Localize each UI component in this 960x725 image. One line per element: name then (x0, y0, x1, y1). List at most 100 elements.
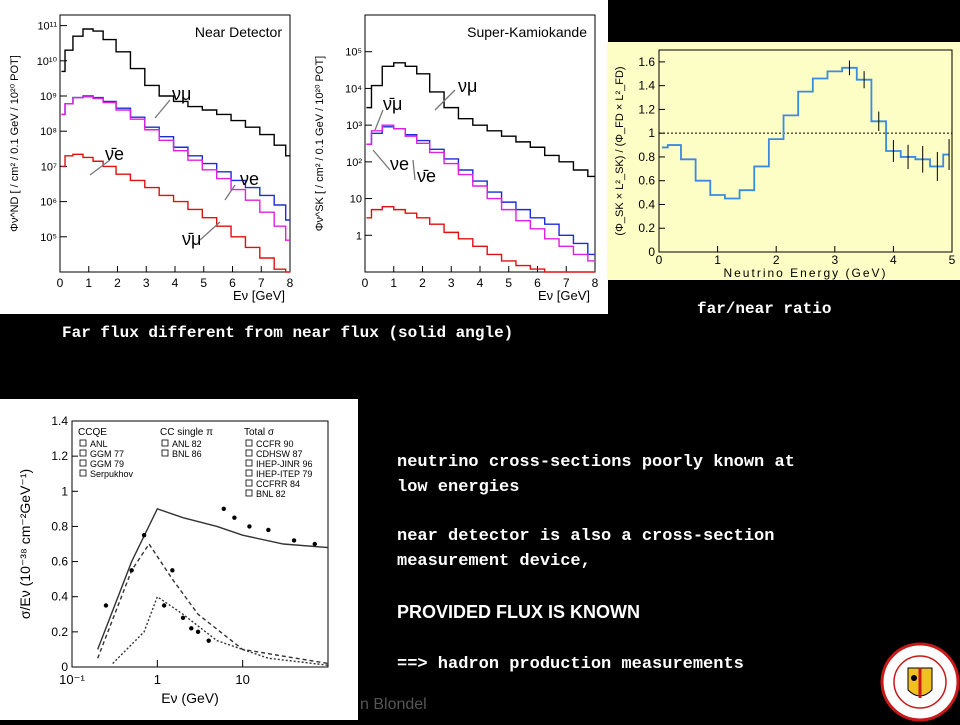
ratio-ytick-label-7: 1.4 (638, 79, 655, 93)
bullet-cross-sections: neutrino cross-sections poorly known at … (397, 453, 795, 497)
ratio-ytick-label-5: 1 (648, 126, 655, 140)
xs-legend-entry-1-1: BNL 86 (172, 449, 202, 459)
xs-xtick-label-2: 10 (235, 672, 249, 687)
cross-section-chart: 0 0.2 0.4 0.6 0.8 1 1.2 1.4 10⁻¹ 1 10 Eν (GeV) σ/Eν … (17, 414, 329, 706)
sk-ytick-label-5: 10⁵ (345, 47, 362, 59)
xs-point-0 (103, 603, 109, 608)
nd-annot-arrow-3 (199, 221, 221, 241)
nd-xlabel: Eν [GeV] (233, 288, 285, 303)
sk-ytick-label-0: 1 (356, 230, 362, 242)
xs-curve-2 (112, 595, 329, 666)
xs-legend-entry-0-1: GGM 77 (90, 449, 124, 459)
sk-annot-label-3: ν̄e (417, 166, 436, 186)
ratio-xtick-label-2: 2 (773, 253, 780, 267)
flux-caption: Far flux different from near flux (solid… (62, 324, 514, 342)
nd-annot-label-3: ν̄μ (182, 229, 201, 249)
nd-ytick-label-2: 10⁷ (41, 161, 57, 173)
sk-xtick-label-6: 6 (534, 276, 541, 290)
xs-point-8 (206, 638, 211, 643)
sk-annot-arrow-3 (412, 159, 416, 181)
ratio-ytick-label-2: 0.4 (638, 197, 655, 211)
xs-curve-0 (97, 507, 329, 650)
xs-legend-marker-2-3 (245, 469, 253, 477)
xs-xtick-label-0: 10⁻¹ (59, 672, 85, 687)
university-seal-logo (880, 642, 960, 722)
xs-legend-entry-2-0: CCFR 90 (256, 439, 294, 449)
ratio-ytick-label-6: 1.2 (638, 102, 655, 116)
sk-xtick-label-4: 4 (477, 276, 484, 290)
sk-annot-label-0: νμ (458, 76, 477, 96)
xs-point-10 (232, 515, 237, 520)
nd-xtick-label-2: 2 (114, 276, 121, 290)
sk-xtick-label-5: 5 (505, 276, 512, 290)
xs-legend-entry-0-2: GGM 79 (90, 459, 124, 469)
nd-title: Near Detector (195, 24, 282, 40)
xs-legend-marker-2-2 (245, 459, 253, 467)
xs-legend-marker-0-2 (79, 459, 87, 467)
sk-frame (364, 14, 596, 273)
ratio-xlabel: Neutrino Energy (GeV) (723, 266, 887, 280)
nd-ylabel: Φν^ND [ / cm² / 0.1 GeV / 10²⁰ POT] (9, 55, 21, 232)
sk-series-1 (366, 126, 595, 256)
ratio-ylabel: (Φ_SK × L²_SK) / (Φ_FD × L²_FD) (614, 66, 626, 235)
nd-annot-label-1: νe (240, 169, 259, 189)
xs-legend-entry-2-2: IHEP-JINR 96 (256, 459, 313, 469)
ratio-xtick-label-0: 0 (656, 253, 663, 267)
ratio-ytick-label-3: 0.6 (638, 174, 655, 188)
xs-legend-marker-2-5 (245, 489, 253, 497)
nd-annot-arrow-1 (224, 184, 236, 201)
ratio-caption: far/near ratio (697, 300, 832, 318)
ratio-xtick-label-1: 1 (714, 253, 721, 267)
xs-legend-header-2: Total σ (244, 427, 275, 438)
xs-legend-header-0: CCQE (78, 427, 107, 438)
sk-xtick-label-1: 1 (390, 276, 397, 290)
cross-section-panel: 0 0.2 0.4 0.6 0.8 1 1.2 1.4 10⁻¹ 1 10 Eν (GeV) σ/Eν … (0, 399, 358, 720)
xs-point-5 (180, 615, 186, 620)
xs-point-14 (312, 541, 317, 547)
xs-legend-marker-1-1 (161, 449, 169, 457)
xs-ytick-label-6: 1.2 (51, 449, 68, 463)
sk-annot-arrow-0 (434, 89, 456, 111)
xs-point-11 (247, 524, 252, 529)
nd-series-0 (61, 28, 290, 157)
ratio-ytick-label-1: 0.2 (638, 221, 655, 235)
sk-xtick-label-0: 0 (362, 276, 369, 290)
ratio-xtick-label-5: 5 (949, 253, 956, 267)
nd-frame (59, 14, 291, 273)
sk-annot-label-2: νe (390, 154, 409, 174)
nd-xtick-label-8: 8 (287, 276, 294, 290)
xs-point-4 (170, 568, 175, 573)
sk-xtick-label-3: 3 (448, 276, 455, 290)
xs-legend-marker-0-3 (79, 469, 87, 477)
xs-legend-entry-2-5: BNL 82 (256, 489, 286, 499)
xs-frame (71, 420, 329, 668)
xs-legend-header-1: CC single π (160, 427, 213, 438)
nd-xtick-label-7: 7 (258, 276, 265, 290)
xs-point-13 (291, 538, 297, 543)
nd-ytick-label-0: 10⁵ (40, 232, 57, 244)
xs-legend-entry-2-4: CCFRR 84 (256, 479, 300, 489)
nd-series-3 (61, 153, 290, 273)
xs-legend-entry-1-0: ANL 82 (172, 439, 202, 449)
nd-xtick-label-4: 4 (172, 276, 179, 290)
sk-ytick-label-4: 10⁴ (345, 83, 362, 95)
xs-ytick-label-3: 0.6 (51, 555, 68, 569)
ratio-ytick-label-0: 0 (648, 245, 655, 259)
nd-ytick-label-3: 10⁸ (40, 126, 57, 138)
xs-ytick-label-5: 1 (61, 484, 68, 498)
ratio-series (661, 66, 950, 200)
ratio-ytick-label-4: 0.8 (638, 150, 655, 164)
super-k-flux-chart: 0 1 2 3 4 5 6 7 8 1 10 10² 10³ 10⁴ 10⁵ Super-Kamiokande… (314, 14, 599, 303)
far-near-ratio-chart: 0 0.2 0.4 0.6 0.8 1 1.2 1.4 1.6 0 1 2 3 4 5 Neutrino En… (614, 49, 956, 280)
xs-xlabel: Eν (GeV) (161, 690, 219, 706)
sk-title: Super-Kamiokande (467, 24, 587, 40)
xs-legend-marker-2-0 (245, 439, 253, 447)
xs-point-6 (189, 626, 194, 631)
xs-xtick-label-1: 1 (154, 672, 161, 687)
sk-ytick-label-1: 10 (350, 194, 362, 206)
ratio-xtick-label-3: 3 (831, 253, 838, 267)
sk-ytick-label-2: 10² (346, 157, 362, 169)
nd-annot-arrow-2 (89, 159, 111, 176)
nd-ytick-label-1: 10⁶ (40, 197, 57, 209)
xs-legend-marker-0-0 (79, 439, 87, 447)
